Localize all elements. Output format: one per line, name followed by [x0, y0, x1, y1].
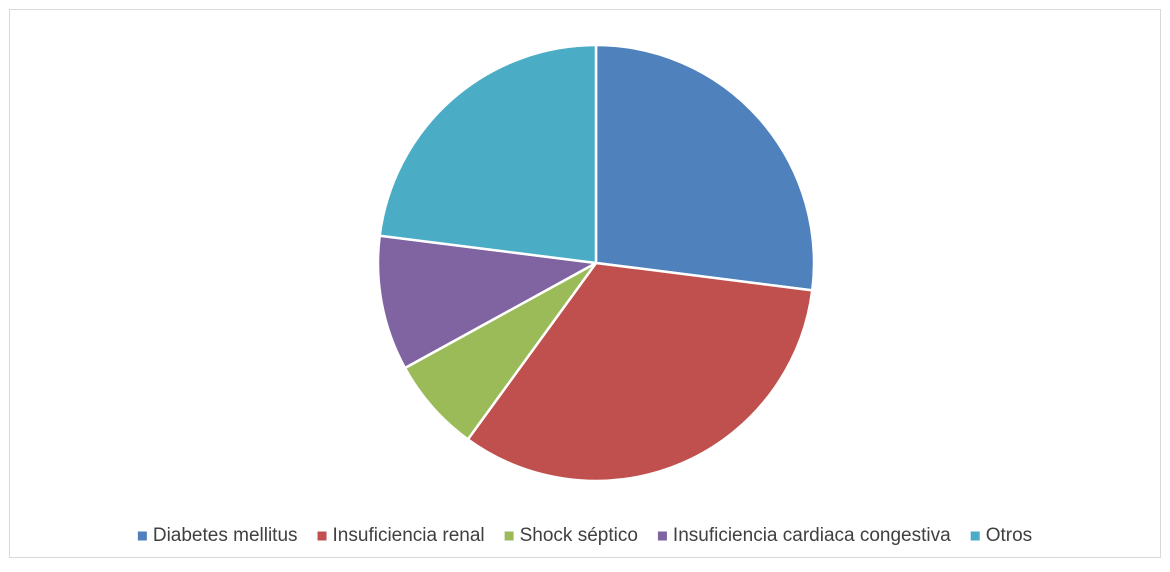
legend-label: Shock séptico [520, 525, 638, 546]
legend-marker [504, 531, 514, 541]
legend-marker [657, 531, 667, 541]
pie-slice [376, 234, 598, 370]
legend-label: Insuficiencia renal [333, 525, 485, 546]
pie-slice [378, 43, 598, 265]
legend-label: Diabetes mellitus [153, 525, 298, 546]
legend: Diabetes mellitus Insuficiencia renal Shoc… [137, 525, 1032, 546]
pie-slice [466, 261, 814, 483]
pie-slice [594, 43, 816, 292]
legend-marker [970, 531, 980, 541]
legend-marker [137, 531, 147, 541]
pie [376, 43, 816, 483]
legend-label: Otros [986, 525, 1032, 546]
legend-marker [317, 531, 327, 541]
legend-label: Insuficiencia cardiaca congestiva [673, 525, 951, 546]
